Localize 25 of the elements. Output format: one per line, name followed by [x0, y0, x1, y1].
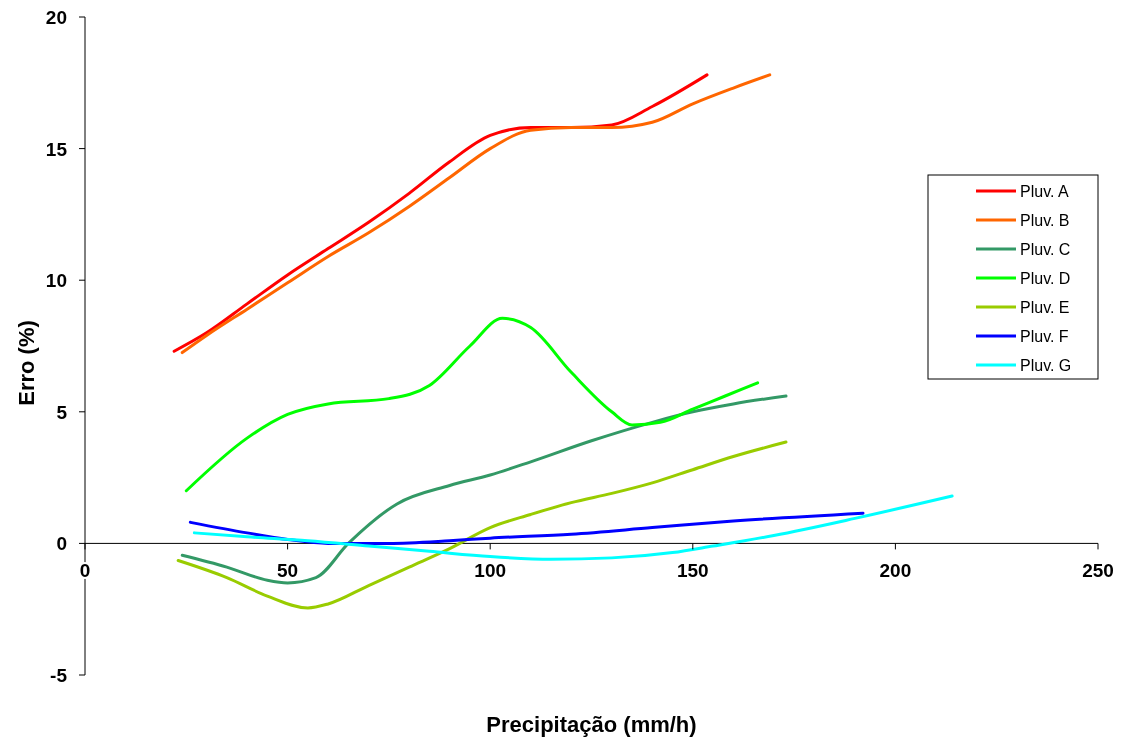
- legend-label: Pluv. B: [1020, 212, 1070, 229]
- legend-label: Pluv. D: [1020, 270, 1071, 287]
- y-tick-label: 15: [45, 138, 68, 160]
- x-axis-title: Precipitação (mm/h): [486, 712, 697, 737]
- legend-label: Pluv. E: [1020, 299, 1070, 316]
- x-tick-label: 50: [277, 560, 299, 582]
- y-tick-label: -5: [50, 665, 68, 686]
- y-tick-label: 10: [45, 270, 67, 292]
- x-tick-label: 100: [474, 560, 507, 582]
- x-tick-label: 150: [676, 560, 709, 582]
- legend-label: Pluv. F: [1020, 328, 1069, 345]
- y-tick-label: 5: [56, 401, 68, 423]
- line-series: [184, 316, 760, 493]
- legend-label: Pluv. C: [1020, 241, 1071, 258]
- y-tick-label: 0: [56, 533, 67, 555]
- legend-label: Pluv. A: [1020, 183, 1069, 200]
- y-axis-title: Erro (%): [14, 320, 39, 406]
- x-tick-label: 250: [1082, 560, 1114, 582]
- x-tick-label: 0: [79, 560, 91, 582]
- x-tick-label: 200: [879, 560, 912, 582]
- line-series: [180, 394, 788, 585]
- legend-label: Pluv. G: [1020, 357, 1072, 374]
- line-series: [192, 494, 954, 561]
- line-series: [176, 440, 788, 610]
- y-tick-label: 20: [45, 7, 67, 28]
